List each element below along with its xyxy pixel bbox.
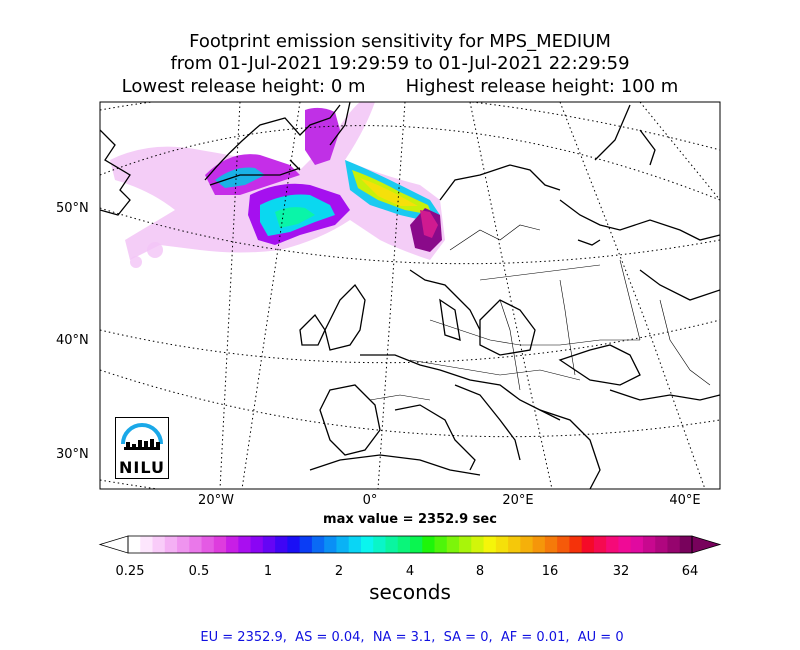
colorbar-segment bbox=[238, 536, 252, 553]
colorbar-segment bbox=[311, 536, 325, 553]
colorbar-segment bbox=[213, 536, 227, 553]
colorbar-segment bbox=[667, 536, 681, 553]
colorbar-tick-0: 0.25 bbox=[115, 564, 145, 579]
colorbar-segment bbox=[201, 536, 215, 553]
colorbar-segment bbox=[434, 536, 448, 553]
colorbar-segment bbox=[373, 536, 387, 553]
colorbar-segment bbox=[630, 536, 644, 553]
map-title-line-1: Footprint emission sensitivity for MPS_M… bbox=[189, 31, 611, 52]
colorbar-segment bbox=[544, 536, 558, 553]
map-title-line-2: from 01-Jul-2021 19:29:59 to 01-Jul-2021… bbox=[170, 53, 630, 74]
colorbar-segment bbox=[606, 536, 620, 553]
colorbar-segment bbox=[287, 536, 301, 553]
colorbar-extend-high bbox=[691, 535, 722, 554]
lon-label-0: 0° bbox=[362, 493, 378, 508]
colorbar-tick-6: 16 bbox=[541, 564, 559, 579]
lon-label-20w: 20°W bbox=[198, 493, 234, 508]
lon-label-20e: 20°E bbox=[502, 493, 534, 508]
max-value-label: max value = 2352.9 sec bbox=[323, 512, 497, 527]
map-title-line-3: Lowest release height: 0 m Highest relea… bbox=[121, 76, 679, 97]
colorbar-segment bbox=[226, 536, 239, 553]
colorbar-tick-3: 2 bbox=[334, 564, 344, 579]
nilu-logo: NILU bbox=[115, 417, 169, 479]
coastlines bbox=[100, 102, 720, 489]
colorbar-segment bbox=[520, 536, 534, 553]
colorbar-tick-1: 0.5 bbox=[188, 564, 210, 579]
lon-label-40e: 40°E bbox=[669, 493, 701, 508]
country-borders bbox=[369, 224, 711, 401]
colorbar-segment bbox=[557, 536, 570, 553]
colorbar-tick-2: 1 bbox=[263, 564, 273, 579]
colorbar-segment bbox=[471, 536, 485, 553]
colorbar-segment bbox=[275, 536, 288, 553]
colorbar-segment bbox=[336, 536, 350, 553]
colorbar-segment bbox=[410, 536, 423, 553]
colorbar-tick-4: 4 bbox=[405, 564, 415, 579]
colorbar-segment bbox=[189, 536, 203, 553]
colorbar-segment bbox=[360, 536, 374, 553]
colorbar-segment bbox=[593, 536, 607, 553]
colorbar-segment bbox=[324, 536, 338, 553]
nilu-logo-icon bbox=[121, 423, 163, 450]
colorbar-segment bbox=[348, 536, 362, 553]
colorbar-segment bbox=[164, 536, 178, 553]
colorbar-segment bbox=[508, 536, 521, 553]
region-statistics: EU = 2352.9, AS = 0.04, NA = 3.1, SA = 0… bbox=[200, 630, 624, 645]
colorbar bbox=[98, 535, 722, 554]
colorbar-segment bbox=[177, 536, 190, 553]
colorbar-segment bbox=[679, 536, 693, 553]
colorbar-segment bbox=[128, 536, 141, 553]
colorbar-frame bbox=[127, 535, 693, 554]
map-frame bbox=[99, 101, 721, 490]
colorbar-segment bbox=[581, 536, 595, 553]
colorbar-segment bbox=[385, 536, 399, 553]
colorbar-tick-5: 8 bbox=[475, 564, 485, 579]
lat-label-50n: 50°N bbox=[56, 201, 89, 216]
colorbar-segment bbox=[655, 536, 669, 553]
colorbar-unit-label: seconds bbox=[369, 580, 451, 604]
colorbar-segment bbox=[422, 536, 436, 553]
colorbar-segment bbox=[299, 536, 313, 553]
colorbar-segment bbox=[459, 536, 472, 553]
colorbar-segment bbox=[569, 536, 583, 553]
colorbar-tick-7: 32 bbox=[612, 564, 630, 579]
graticule bbox=[100, 102, 720, 489]
colorbar-segment bbox=[642, 536, 656, 553]
nilu-logo-text: NILU bbox=[119, 458, 165, 477]
colorbar-segment bbox=[262, 536, 276, 553]
colorbar-segment bbox=[250, 536, 264, 553]
colorbar-segment bbox=[140, 536, 154, 553]
colorbar-extend-low bbox=[98, 535, 129, 554]
colorbar-segment bbox=[152, 536, 166, 553]
colorbar-segment bbox=[532, 536, 546, 553]
colorbar-segment bbox=[397, 536, 411, 553]
colorbar-segment bbox=[446, 536, 460, 553]
colorbar-tick-8: 64 bbox=[681, 564, 699, 579]
colorbar-segment bbox=[483, 536, 497, 553]
lat-label-30n: 30°N bbox=[56, 447, 89, 462]
colorbar-segment bbox=[618, 536, 632, 553]
colorbar-segment bbox=[495, 536, 509, 553]
lat-label-40n: 40°N bbox=[56, 333, 89, 348]
